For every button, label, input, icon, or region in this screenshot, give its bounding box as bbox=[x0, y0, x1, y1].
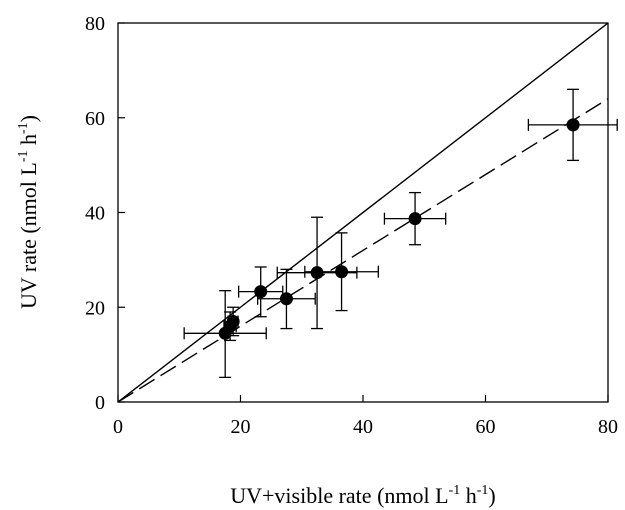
x-tick-label: 60 bbox=[476, 416, 496, 438]
y-tick-label: 0 bbox=[95, 392, 105, 414]
x-tick-label: 0 bbox=[113, 416, 123, 438]
data-point bbox=[335, 265, 349, 279]
data-points bbox=[218, 118, 580, 340]
x-tick-label: 40 bbox=[353, 416, 373, 438]
x-tick-label: 80 bbox=[598, 416, 618, 438]
x-axis-ticks: 0 20 40 60 80 bbox=[113, 395, 618, 438]
y-axis-ticks: 0 20 40 60 80 bbox=[85, 13, 125, 414]
y-tick-label: 80 bbox=[85, 13, 105, 35]
data-point bbox=[408, 212, 422, 226]
x-axis-title: UV+visible rate (nmol L-1 h-1) bbox=[230, 483, 495, 508]
data-point bbox=[566, 118, 580, 132]
data-point bbox=[310, 266, 324, 280]
data-point bbox=[254, 285, 268, 299]
data-point bbox=[279, 292, 293, 306]
y-tick-label: 60 bbox=[85, 108, 105, 130]
regression-line-dashed bbox=[118, 98, 608, 402]
data-point bbox=[226, 314, 240, 328]
y-tick-label: 20 bbox=[85, 297, 105, 319]
reference-lines bbox=[118, 23, 608, 402]
x-tick-label: 20 bbox=[231, 416, 251, 438]
one-to-one-line bbox=[118, 23, 608, 402]
y-axis-title: UV rate (nmol L-1 h-1) bbox=[16, 115, 41, 309]
y-tick-label: 40 bbox=[85, 203, 105, 225]
